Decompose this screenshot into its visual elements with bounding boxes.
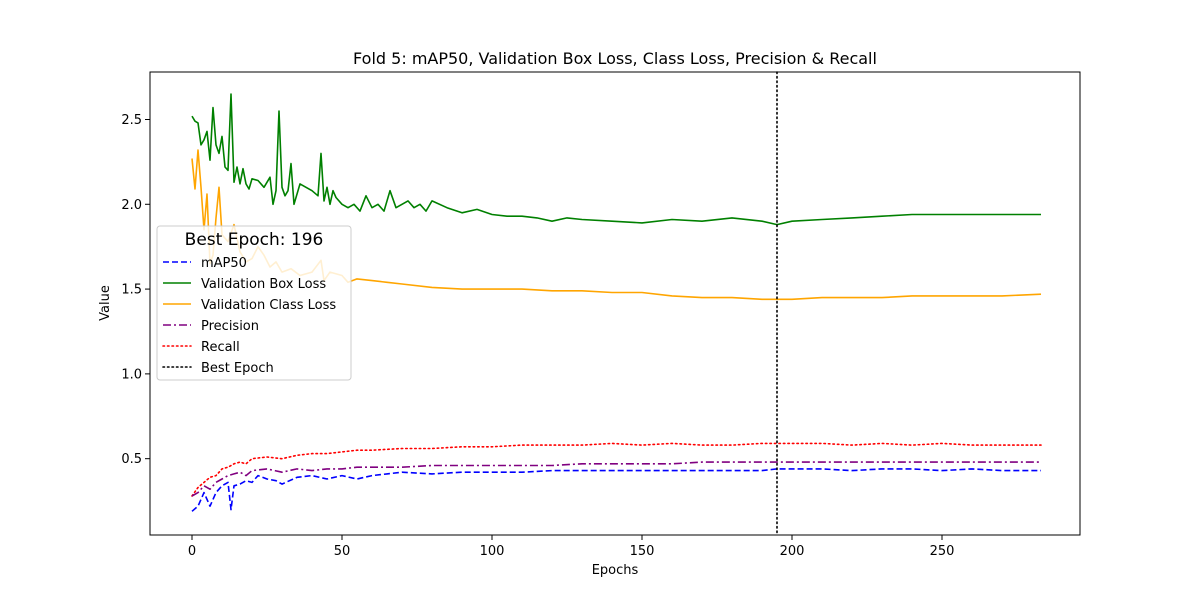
x-tick-label: 0 xyxy=(188,544,196,559)
x-axis-label: Epochs xyxy=(592,563,639,578)
legend-box xyxy=(156,225,352,381)
plot-frame xyxy=(149,71,1081,536)
x-tick-label: 250 xyxy=(930,544,955,559)
x-tick-label: 150 xyxy=(630,544,655,559)
legend-label: Precision xyxy=(201,319,259,334)
y-axis-label: Value xyxy=(98,285,113,321)
series-line-precision xyxy=(191,461,1041,497)
y-axis: 0.5 1.0 1.5 2.0 2.5 xyxy=(121,113,150,467)
y-tick-label: 2.5 xyxy=(121,113,142,128)
legend-label: Recall xyxy=(201,340,240,355)
legend-label: mAP50 xyxy=(201,256,247,271)
y-tick-label: 1.5 xyxy=(121,283,142,298)
x-tick-label: 100 xyxy=(480,544,505,559)
series-line-map50 xyxy=(191,468,1041,512)
series-line-recall xyxy=(191,442,1042,497)
legend: Best Epoch: 196 mAP50 Validation Box Loss… xyxy=(156,225,352,381)
x-axis: 0 50 100 150 200 250 xyxy=(188,535,955,559)
legend-label: Best Epoch xyxy=(201,361,274,376)
y-tick-label: 2.0 xyxy=(121,198,142,213)
x-tick-label: 50 xyxy=(334,544,351,559)
chart-title: Fold 5: mAP50, Validation Box Loss, Clas… xyxy=(353,49,877,68)
x-tick-label: 200 xyxy=(780,544,805,559)
series-line-validation-box-loss xyxy=(191,93,1041,226)
y-tick-label: 0.5 xyxy=(121,452,142,467)
y-tick-label: 1.0 xyxy=(121,367,142,382)
legend-label: Validation Box Loss xyxy=(201,277,326,292)
legend-label: Validation Class Loss xyxy=(201,298,336,313)
legend-items: mAP50 Validation Box Loss Validation Class… xyxy=(162,256,336,376)
legend-title: Best Epoch: 196 xyxy=(185,230,324,250)
